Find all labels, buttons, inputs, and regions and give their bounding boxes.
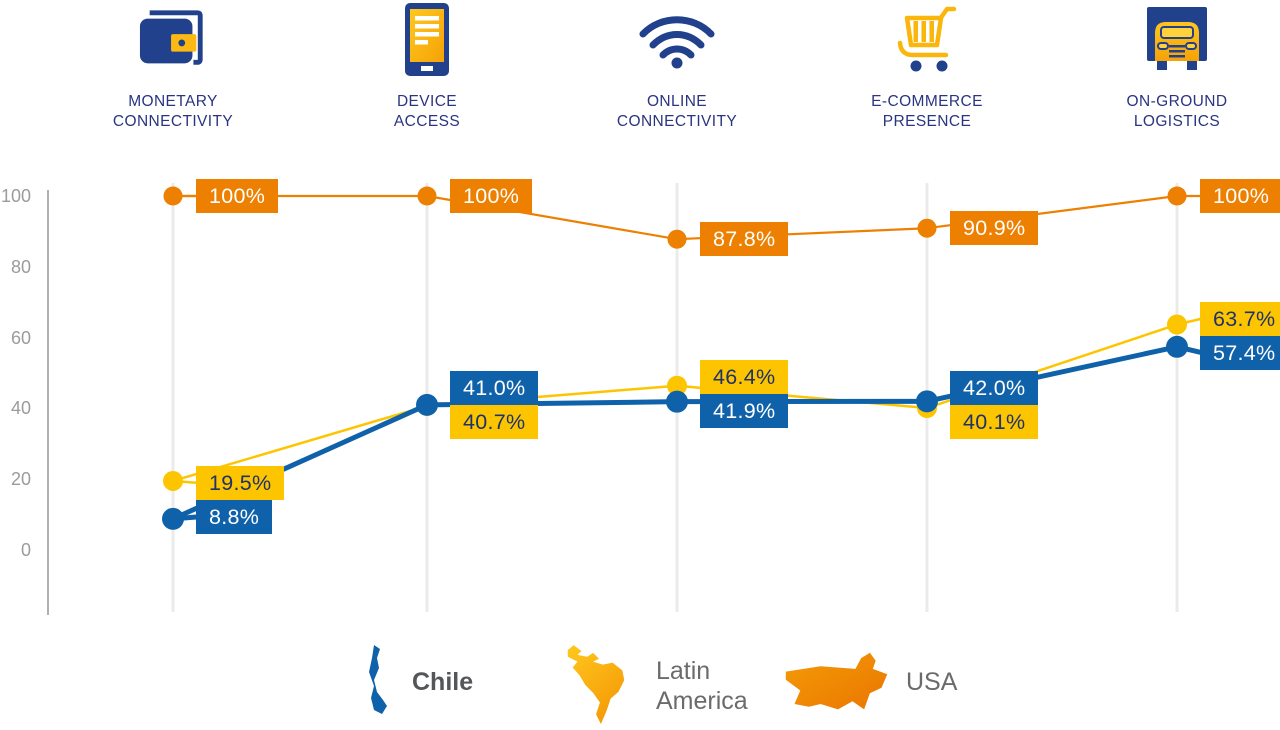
wifi-icon (562, 0, 792, 80)
chile-data-point (1166, 335, 1188, 358)
latin-america-data-point (163, 470, 183, 491)
category-label-line1: ON-GROUND (1126, 93, 1228, 110)
legend-item-latin-america: Latin America (560, 643, 776, 729)
category-onground-logistics: ON-GROUND LOGISTICS (1062, 0, 1280, 132)
category-label-line1: ONLINE (646, 93, 708, 110)
wallet-icon (58, 0, 288, 80)
chile-data-point (666, 390, 688, 413)
value-label-latin-america: 40.1% (950, 404, 1039, 439)
latin-america-data-point (667, 375, 687, 396)
category-label-line1: DEVICE (396, 93, 458, 110)
legend-label-usa: USA (906, 668, 958, 696)
legend-label-latin-america: Latin America (656, 657, 748, 715)
y-tick-label: 20 (10, 469, 31, 490)
value-label-usa: 100% (450, 179, 533, 213)
usa-data-point (1167, 186, 1187, 206)
category-device-access: DEVICE ACCESS (312, 0, 542, 132)
y-tick-label: 80 (10, 256, 31, 277)
chile-map-icon (369, 645, 387, 714)
value-label-chile: 41.9% (700, 393, 789, 428)
legend-item-chile: Chile (362, 644, 473, 720)
usa-data-point (917, 218, 937, 238)
value-label-latin-america: 63.7% (1200, 301, 1280, 336)
y-tick-label: 40 (10, 398, 31, 419)
legend-item-usa: USA (780, 650, 957, 714)
category-online-connectivity: ONLINE CONNECTIVITY (562, 0, 792, 132)
usa-map-icon (785, 652, 888, 710)
legend-label-chile: Chile (412, 668, 474, 696)
category-label-line2: ACCESS (393, 113, 461, 130)
category-label-line2: PRESENCE (882, 113, 972, 130)
category-label-line1: E-COMMERCE (871, 93, 983, 110)
category-label-line2: CONNECTIVITY (112, 113, 234, 130)
y-tick-label: 60 (10, 327, 31, 348)
chile-data-point (162, 507, 184, 530)
value-label-latin-america: 19.5% (196, 465, 285, 500)
category-monetary-connectivity: MONETARY CONNECTIVITY (58, 0, 288, 132)
value-label-chile: 8.8% (196, 499, 273, 534)
value-label-chile: 42.0% (950, 370, 1039, 405)
value-label-latin-america: 40.7% (450, 405, 539, 440)
value-label-usa: 100% (196, 179, 279, 213)
tablet-icon (312, 0, 542, 80)
value-label-latin-america: 46.4% (700, 359, 789, 394)
value-label-chile: 57.4% (1200, 335, 1280, 370)
value-label-usa: 90.9% (950, 211, 1039, 246)
value-label-usa: 100% (1200, 179, 1280, 213)
value-label-usa: 87.8% (700, 222, 789, 257)
category-ecommerce-presence: E-COMMERCE PRESENCE (812, 0, 1042, 132)
value-label-chile: 41.0% (450, 371, 539, 406)
chile-data-point (916, 390, 938, 413)
usa-data-point (667, 229, 687, 249)
chile-data-point (416, 393, 438, 416)
y-tick-label: 100 (0, 186, 31, 206)
y-tick-label: 0 (20, 540, 31, 560)
category-label-line2: CONNECTIVITY (616, 113, 738, 130)
latin-america-data-point (1167, 314, 1187, 335)
usa-data-point (417, 186, 437, 206)
usa-data-point (163, 186, 183, 206)
category-label-line1: MONETARY (128, 93, 218, 110)
latin-america-map-icon (567, 645, 625, 724)
cart-icon (812, 0, 1042, 80)
category-label-line2: LOGISTICS (1133, 113, 1221, 130)
truck-icon (1062, 0, 1280, 80)
